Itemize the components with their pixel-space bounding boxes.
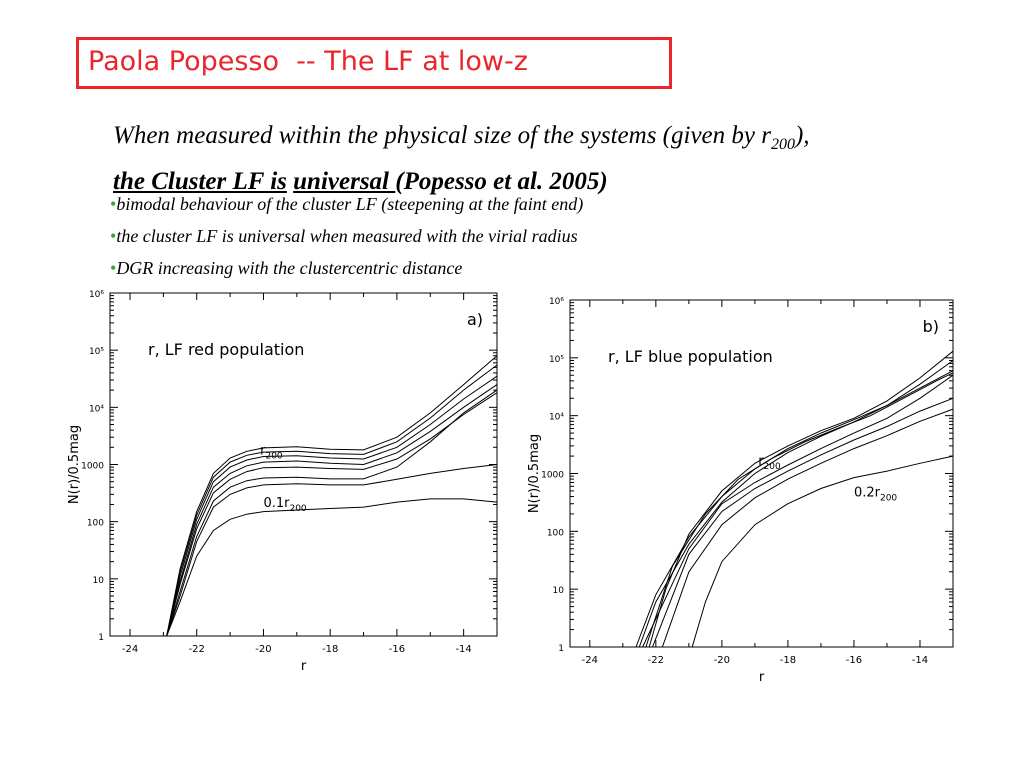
x-tick-label: -14	[912, 655, 928, 666]
series-line	[166, 498, 498, 637]
chart-title: r, LF blue population	[608, 347, 773, 366]
y-tick-label: 1000	[541, 471, 564, 481]
series-line	[166, 464, 498, 637]
chart-panel-a: -24 -22 -20 -18 -16 -14 1 10 100 1000 10⁴ 10⁵ 10⁶ r N(…	[60, 285, 508, 677]
bullet-text: DGR increasing with the clustercentric d…	[116, 258, 463, 278]
y-tick-label: 10⁴	[549, 413, 564, 423]
intro-r200-subscript: 200	[770, 136, 795, 153]
series-line	[652, 397, 954, 648]
slide-title: Paola Popesso -- The LF at low-z	[88, 46, 528, 77]
x-tick-label: -16	[846, 655, 862, 666]
series-annotation: r200	[758, 454, 781, 472]
series-line	[166, 384, 498, 637]
y-axis-label: N(r)/0.5mag	[67, 425, 82, 504]
bullet-text: the cluster LF is universal when measure…	[116, 226, 578, 246]
x-tick-label: -20	[714, 655, 730, 666]
panel-label: b)	[923, 317, 939, 336]
intro-line-1-text: When measured within the physical size o…	[113, 122, 771, 149]
y-tick-label: 10⁶	[549, 297, 564, 307]
annotation-subscript: 200	[880, 494, 897, 504]
x-tick-label: -20	[255, 644, 271, 655]
bullet-item: •bimodal behaviour of the cluster LF (st…	[110, 192, 583, 224]
y-tick-label: 10⁶	[89, 290, 104, 300]
x-axis-label: r	[759, 670, 765, 684]
y-tick-label: 10⁴	[89, 404, 104, 414]
y-axis-label: N(r)/0.5mag	[527, 434, 542, 513]
series-line	[642, 374, 954, 648]
bullet-dot: •	[110, 258, 117, 278]
x-tick-label: -24	[582, 655, 598, 666]
series-line	[648, 350, 954, 648]
x-tick-label: -16	[389, 644, 405, 655]
citation: (Popesso et al. 2005)	[395, 168, 608, 195]
bullet-item: •DGR increasing with the clustercentric …	[110, 256, 583, 288]
series-annotation: 0.2r200	[854, 486, 897, 504]
bullet-text: bimodal behaviour of the cluster LF (ste…	[116, 194, 584, 214]
series-line	[661, 408, 954, 648]
x-tick-label: -22	[189, 644, 205, 655]
series-line	[645, 372, 954, 648]
x-tick-label: -14	[455, 644, 471, 655]
y-tick-label: 1	[558, 644, 564, 654]
series-line	[635, 370, 954, 648]
x-tick-label: -18	[780, 655, 796, 666]
y-tick-label: 10⁵	[89, 347, 104, 357]
x-tick-label: -18	[322, 644, 338, 655]
y-tick-label: 10⁵	[549, 355, 564, 365]
series-line	[166, 375, 498, 637]
intro-line-1: When measured within the physical size o…	[113, 117, 1013, 163]
annotation-text: 0.2r	[854, 486, 881, 501]
annotation-subscript: 200	[764, 462, 781, 472]
series-annotation: r200	[260, 443, 283, 461]
x-axis-label: r	[301, 659, 307, 674]
bullet-list: •bimodal behaviour of the cluster LF (st…	[110, 192, 583, 288]
chart-blue-population: -24 -22 -20 -18 -16 -14 1 10 100 1000 10⁴ 10⁵ 10⁶ r N(…	[527, 297, 954, 684]
series-line	[691, 455, 954, 648]
series-line	[166, 392, 498, 637]
series-line	[166, 355, 498, 637]
annotation-text: r	[260, 443, 266, 458]
intro-line-2: the Cluster LF is universal (Popesso et …	[113, 163, 1013, 200]
bullet-dot: •	[110, 226, 117, 246]
series-line	[166, 389, 498, 637]
y-tick-label: 1000	[81, 462, 104, 472]
x-tick-label: -24	[122, 644, 138, 655]
annotation-subscript: 200	[289, 504, 306, 514]
the-cluster-lf-is: the Cluster LF is	[113, 168, 287, 195]
chart-title: r, LF red population	[148, 340, 304, 359]
bullet-dot: •	[110, 194, 117, 214]
y-tick-label: 10	[93, 576, 105, 586]
annotation-subscript: 200	[265, 451, 282, 461]
annotation-text: 0.1r	[263, 496, 290, 511]
universal-word: universal	[293, 168, 396, 195]
y-tick-label: 10	[553, 586, 565, 596]
chart-panel-b: -24 -22 -20 -18 -16 -14 1 10 100 1000 10⁴ 10⁵ 10⁶ r N(…	[518, 292, 968, 684]
y-tick-label: 1	[98, 633, 104, 643]
series-line	[638, 360, 954, 648]
intro-text: When measured within the physical size o…	[113, 117, 1013, 200]
series-line	[166, 364, 498, 637]
intro-line-1-end: ),	[794, 122, 810, 149]
y-tick-label: 100	[87, 519, 104, 529]
panel-label: a)	[467, 310, 483, 329]
annotation-text: r	[758, 454, 764, 469]
chart-red-population: -24 -22 -20 -18 -16 -14 1 10 100 1000 10⁴ 10⁵ 10⁶ r N(…	[67, 290, 498, 674]
title-box: Paola Popesso -- The LF at low-z	[76, 37, 672, 89]
series-annotation: 0.1r200	[263, 496, 306, 514]
x-tick-label: -22	[648, 655, 664, 666]
bullet-item: •the cluster LF is universal when measur…	[110, 224, 583, 256]
y-tick-label: 100	[547, 528, 564, 538]
